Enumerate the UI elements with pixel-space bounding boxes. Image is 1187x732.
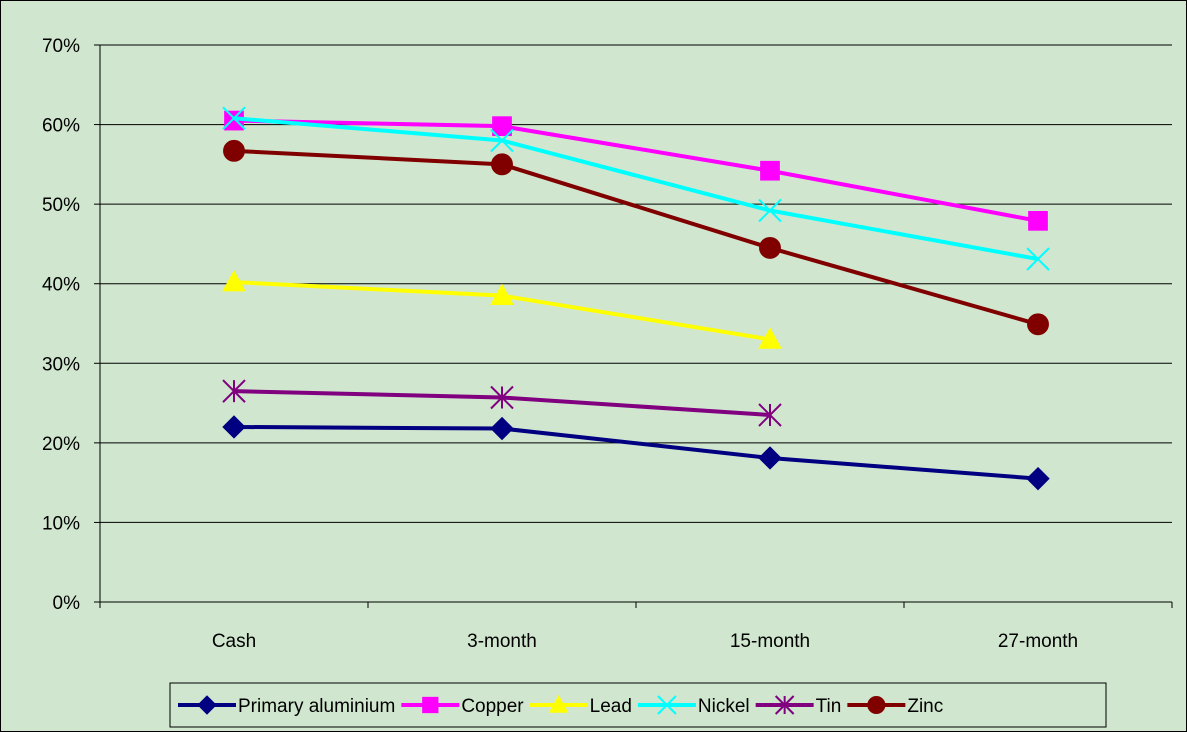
legend-marker (867, 695, 886, 715)
data-point-lead (758, 327, 782, 349)
data-point-primary-aluminium (758, 446, 782, 470)
data-point-primary-aluminium (1026, 466, 1050, 491)
legend-item-lead: Lead (529, 694, 632, 717)
series-copper (224, 110, 1048, 231)
legend-marker (774, 695, 795, 715)
data-point-copper (492, 116, 512, 137)
x-tick-label: 27-month (998, 631, 1078, 652)
data-point-primary-aluminium (222, 415, 246, 439)
y-axis-labels: 0% 10% 20% 30% 40% 50% 60% 70% (42, 36, 80, 614)
legend-item-nickel: Nickel (637, 695, 750, 717)
data-point-zinc (1027, 313, 1049, 336)
series-line-copper (233, 118, 1039, 223)
series-line-primary-aluminium (233, 424, 1039, 481)
legend-label: Lead (590, 696, 632, 717)
y-tick-label: 30% (42, 354, 80, 375)
series-line-zinc (233, 148, 1039, 327)
x-tick-label: Cash (212, 631, 256, 652)
legend-item-copper: Copper (401, 696, 524, 717)
axes (94, 44, 1173, 608)
data-point-nickel (758, 198, 782, 223)
y-tick-label: 40% (42, 275, 80, 296)
data-point-tin (222, 379, 246, 403)
legend-label: Zinc (907, 696, 943, 717)
data-point-copper (1028, 211, 1048, 231)
data-point-nickel (490, 128, 514, 153)
legend-label: Tin (816, 696, 842, 717)
y-tick-label: 10% (42, 513, 80, 534)
legend-item-primary-aluminium: Primary aluminium (178, 695, 395, 717)
legend-marker (657, 695, 677, 715)
legend-marker (548, 694, 569, 713)
data-point-zinc (759, 236, 781, 259)
series-layer (222, 106, 1050, 491)
x-tick-label: 3-month (467, 631, 537, 652)
series-lead (222, 270, 782, 349)
series-nickel (222, 106, 1050, 271)
y-tick-label: 0% (53, 593, 81, 614)
data-point-copper (760, 160, 780, 181)
legend-label: Nickel (698, 696, 750, 717)
legend-item-tin: Tin (755, 695, 842, 717)
data-point-tin (490, 385, 514, 410)
data-point-nickel (222, 106, 246, 130)
x-axis-labels: Cash 3-month 15-month 27-month (212, 631, 1078, 652)
data-point-lead (222, 270, 246, 292)
data-point-zinc (491, 153, 513, 176)
data-point-primary-aluminium (490, 416, 514, 441)
legend: Primary aluminium Copper Lead Nickel Tin Zinc (169, 682, 1107, 728)
data-point-nickel (1026, 247, 1050, 271)
y-tick-label: 50% (42, 195, 80, 216)
legend-label: Primary aluminium (238, 696, 395, 717)
series-tin (222, 379, 782, 427)
y-tick-label: 60% (42, 116, 80, 137)
data-point-tin (758, 403, 782, 427)
legend-item-zinc: Zinc (847, 695, 943, 717)
series-zinc (223, 139, 1049, 336)
data-point-zinc (223, 139, 245, 162)
y-tick-label: 70% (42, 36, 80, 57)
x-tick-label: 15-month (730, 631, 810, 652)
series-primary-aluminium (222, 415, 1050, 491)
series-line-nickel (233, 116, 1039, 262)
legend-label: Copper (461, 696, 524, 717)
data-point-lead (490, 283, 514, 305)
legend-marker (197, 695, 217, 715)
legend-marker (422, 696, 439, 714)
y-tick-label: 20% (42, 434, 80, 455)
